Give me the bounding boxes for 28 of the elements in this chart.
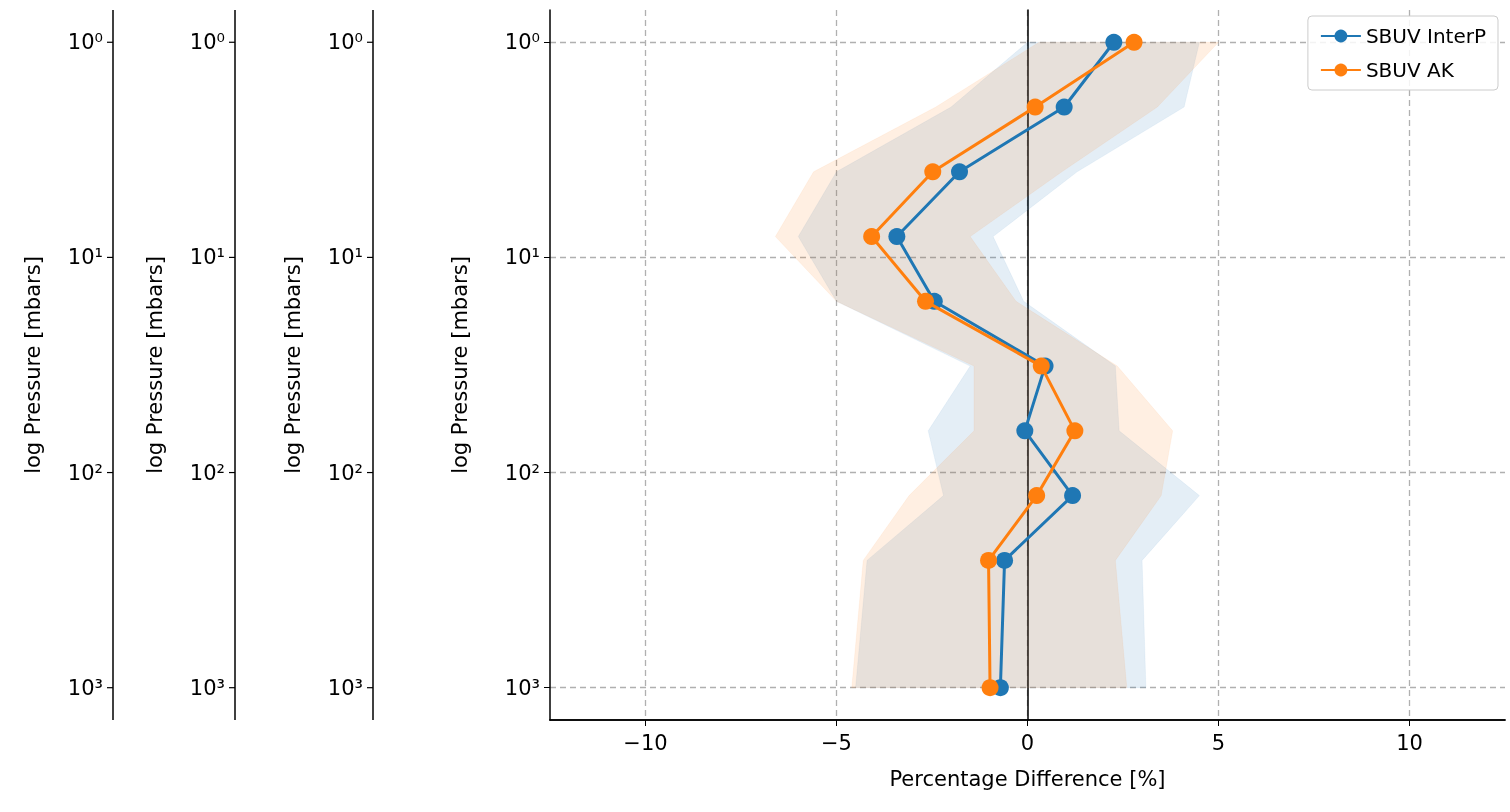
- text: 10³: [67, 675, 103, 700]
- legend-label: SBUV AK: [1365, 58, 1455, 82]
- text: 10²: [67, 460, 103, 485]
- legend-label: SBUV InterP: [1365, 24, 1487, 48]
- x-tick-label: 0: [1020, 730, 1035, 755]
- text: 10³: [189, 675, 225, 700]
- text: 10¹: [189, 245, 225, 270]
- y-tick-label: 10⁰: [504, 30, 540, 55]
- y-axis-title: log Pressure [mbars]: [447, 256, 472, 474]
- x-tick-label: 10: [1396, 730, 1423, 755]
- y-tick-label: 10²: [504, 460, 540, 485]
- text: log Pressure [mbars]: [281, 256, 305, 474]
- x-tick-label: −10: [623, 730, 668, 755]
- text: 10²: [189, 460, 225, 485]
- x-tick-label: 5: [1211, 730, 1226, 755]
- text: 10¹: [67, 245, 103, 270]
- text: 10¹: [327, 245, 363, 270]
- text: 10²: [327, 460, 363, 485]
- x-axis-title: Percentage Difference [%]: [889, 766, 1166, 791]
- y-tick-label: 10³: [504, 675, 540, 700]
- text: 10⁰: [189, 30, 225, 55]
- text: 10⁰: [327, 30, 363, 55]
- text: log Pressure [mbars]: [143, 256, 167, 474]
- y-tick-label: 10¹: [504, 245, 540, 270]
- text: log Pressure [mbars]: [21, 256, 45, 474]
- text: 10³: [327, 675, 363, 700]
- text: 10⁰: [67, 30, 103, 55]
- x-tick-label: −5: [821, 730, 852, 755]
